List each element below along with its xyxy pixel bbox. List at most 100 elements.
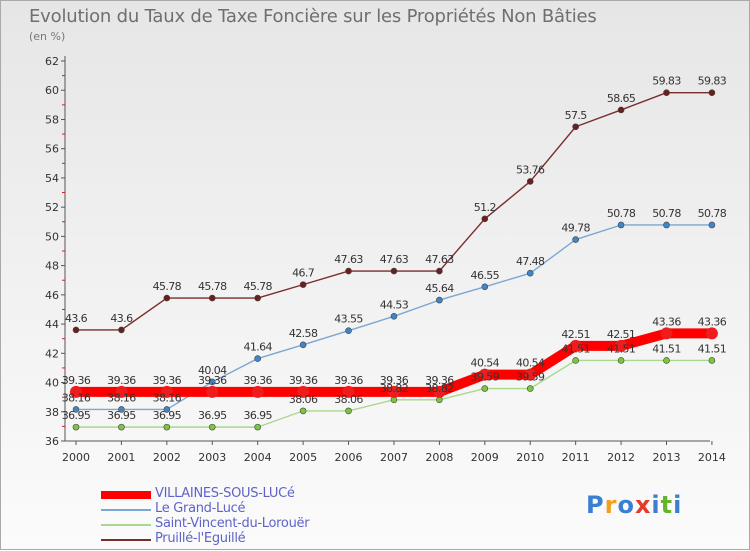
- x-tick-label: 2014: [698, 451, 726, 464]
- y-tick-label: 44: [45, 318, 59, 331]
- data-label: 51.2: [474, 201, 496, 214]
- data-label: 39.36: [289, 374, 318, 387]
- data-point: [663, 221, 670, 229]
- data-point: [163, 423, 171, 431]
- data-label: 49.78: [561, 222, 590, 235]
- data-point: [572, 236, 579, 243]
- legend-label: Pruillé-l'Eguillé: [155, 531, 246, 546]
- logo-letter: t: [660, 491, 674, 519]
- data-label: 47.63: [380, 253, 409, 266]
- data-label: 42.58: [289, 327, 318, 340]
- x-tick-label: 2010: [516, 451, 544, 464]
- data-label: 43.6: [110, 312, 133, 325]
- data-point: [297, 385, 310, 398]
- data-label: 59.83: [698, 75, 727, 88]
- x-tick-label: 2004: [244, 451, 272, 464]
- data-label: 43.36: [698, 315, 727, 328]
- data-point: [118, 406, 125, 413]
- data-label: 41.51: [698, 342, 727, 355]
- data-point: [163, 406, 171, 413]
- data-point: [254, 423, 261, 431]
- data-point: [478, 368, 491, 381]
- data-label: 38.06: [289, 393, 318, 406]
- x-tick-label: 2011: [562, 451, 590, 464]
- y-tick-label: 56: [45, 143, 59, 156]
- y-tick-label: 40: [45, 377, 59, 390]
- logo-letter: i: [673, 491, 683, 519]
- y-tick-label: 46: [45, 289, 59, 302]
- y-tick-label: 42: [45, 347, 59, 360]
- x-tick-label: 2008: [425, 451, 453, 464]
- x-tick-label: 2001: [107, 451, 135, 464]
- data-point: [617, 221, 625, 229]
- x-tick-label: 2007: [380, 451, 408, 464]
- data-label: 58.65: [607, 92, 636, 105]
- data-point: [118, 326, 125, 334]
- data-point: [663, 357, 670, 364]
- data-label: 50.78: [698, 207, 727, 220]
- data-point: [708, 89, 716, 97]
- data-label: 39.36: [198, 374, 227, 387]
- data-point: [708, 221, 716, 229]
- data-point: [299, 407, 307, 415]
- data-point: [118, 423, 125, 431]
- data-label: 38.82: [380, 382, 409, 395]
- y-tick-label: 48: [45, 260, 59, 273]
- data-point: [72, 326, 80, 334]
- data-point: [436, 296, 443, 304]
- data-label: 36.95: [62, 409, 91, 422]
- data-point: [660, 327, 673, 340]
- data-point: [387, 385, 400, 398]
- data-point: [208, 423, 216, 431]
- data-point: [615, 339, 628, 352]
- data-label: 39.36: [153, 374, 182, 387]
- y-tick-label: 54: [45, 172, 59, 185]
- legend-label: Saint-Vincent-du-Lorouër: [155, 516, 310, 531]
- data-point: [436, 267, 443, 275]
- data-label: 41.64: [243, 341, 272, 354]
- data-label: 45.64: [425, 282, 454, 295]
- data-point: [206, 385, 219, 398]
- logo-letter: i: [651, 491, 661, 519]
- data-point: [617, 357, 625, 364]
- data-label: 40.04: [198, 364, 227, 377]
- data-point: [72, 406, 80, 413]
- logo-letter: r: [604, 491, 618, 519]
- x-tick-label: 2000: [62, 451, 90, 464]
- logo-letter: x: [634, 491, 652, 519]
- data-point: [254, 355, 261, 362]
- data-label: 46.7: [292, 267, 315, 280]
- data-point: [572, 357, 579, 364]
- data-label: 44.53: [380, 298, 409, 311]
- data-point: [345, 327, 352, 334]
- data-label: 39.36: [243, 374, 272, 387]
- x-tick-label: 2006: [335, 451, 363, 464]
- data-point: [345, 407, 352, 415]
- data-label: 43.55: [334, 313, 363, 326]
- data-point: [569, 339, 582, 352]
- data-point: [705, 327, 718, 340]
- data-point: [708, 357, 716, 364]
- data-point: [572, 123, 579, 131]
- data-label: 45.78: [153, 280, 182, 293]
- data-label: 36.95: [243, 409, 272, 422]
- x-tick-label: 2002: [153, 451, 181, 464]
- y-tick-label: 52: [45, 201, 59, 214]
- x-tick-label: 2003: [198, 451, 226, 464]
- data-label: 42.51: [607, 328, 636, 341]
- data-label: 46.55: [471, 269, 500, 282]
- data-point: [481, 283, 489, 291]
- data-label: 40.54: [516, 357, 545, 370]
- legend-swatch: [101, 539, 151, 541]
- data-label: 47.63: [425, 253, 454, 266]
- data-point: [390, 267, 398, 275]
- data-point: [481, 385, 489, 392]
- data-label: 38.16: [62, 391, 91, 404]
- x-tick-label: 2012: [607, 451, 635, 464]
- data-label: 39.36: [425, 374, 454, 387]
- y-tick-label: 58: [45, 113, 59, 126]
- data-label: 43.6: [65, 312, 88, 325]
- x-tick-label: 2009: [471, 451, 499, 464]
